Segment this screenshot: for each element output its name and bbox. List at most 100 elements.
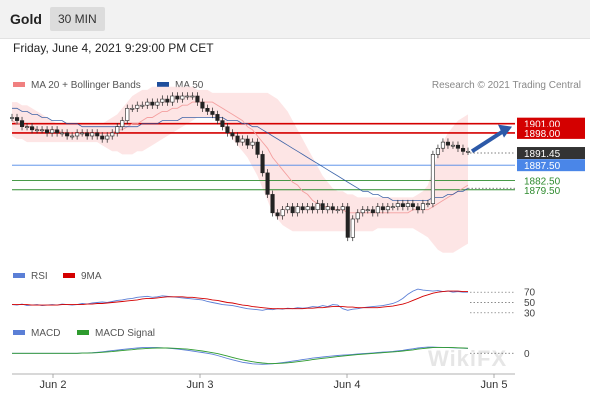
candle-body [110,132,115,137]
legend-swatch-9ma [63,272,75,278]
macd-series-0 [12,346,469,365]
candle-body [365,209,370,211]
legend-label-bollinger: MA 20 + Bollinger Bands [31,80,141,91]
candle-body [100,135,105,140]
candle-body [29,126,35,131]
candle-body [275,212,280,217]
symbol-label: Gold [10,11,42,27]
price-label-box [517,147,585,160]
legend-label-9ma: 9MA [81,271,102,282]
x-axis-label: Jun 4 [334,379,361,391]
price-label-current: 1891.45 [524,149,561,160]
candle-body [50,129,55,134]
candle-body [210,111,215,115]
price-label-box [517,126,585,139]
rsi-series-0 [11,288,468,311]
price-label-resistance: 1901.00 [524,120,561,131]
candle-body [440,141,446,149]
candle-body [10,117,15,119]
candle-body [200,101,205,109]
candle-body [375,206,380,214]
candle-body [340,206,345,211]
candle-body [70,135,75,138]
legend-ma20-bollinger: MA 20 + Bollinger Bands [13,80,141,91]
legend-swatch-macd [13,329,25,335]
candle-body [140,104,145,107]
candle-body [245,138,250,146]
candle-body [320,203,325,211]
candle-body [295,206,300,214]
candle-body [270,194,275,214]
candle-body [240,138,245,143]
legend-swatch-macd-signal [77,329,89,335]
candle-body [235,135,240,143]
candle-body [400,203,405,208]
candle-body [360,209,365,214]
candle-body [220,120,225,127]
candle-body [135,104,140,109]
candle-body [190,95,195,98]
candle-body [75,132,80,137]
candle-body [160,98,165,103]
x-axis: Jun 2 Jun 3 Jun 4 Jun 5 [12,373,515,391]
candle-body [310,206,315,211]
candle-body [130,108,135,110]
rsi-tick-label: 50 [524,298,536,309]
candle-body [445,141,451,146]
candle-body [315,203,320,211]
legend-label-macd: MACD [31,328,61,339]
price-label-resistance: 1898.00 [524,129,561,140]
candle-body [410,203,415,208]
candle-body [34,129,40,132]
projection-arrow-head [498,124,512,138]
candle-body [300,206,305,211]
candle-body [19,120,25,127]
legend-rsi-9ma: 9MA [63,271,102,282]
candle-body [80,132,85,135]
projection-arrow-shaft [470,128,506,154]
macd-series-1 [12,346,469,365]
candle-body [395,203,400,208]
legend-swatch-bollinger [13,81,25,87]
legend-macd: MACD [13,328,60,339]
legend-rsi: RSI [13,271,48,282]
candle-body [430,154,436,204]
timeframe-button[interactable]: 30 MIN [50,7,105,31]
candle-body [380,206,385,211]
candle-body [425,203,431,205]
candle-body [345,206,350,238]
candle-body [150,101,155,106]
price-label-support-green: 1882.50 [524,177,561,188]
candle-body [44,129,50,134]
candle-body [95,132,100,137]
candle-body [230,132,235,137]
candle-body [180,95,185,100]
candle-body [195,95,200,103]
candle-body [390,206,395,208]
candle-body [415,206,421,211]
candle-body [65,132,70,137]
candle-body [255,141,260,155]
price-label-support-green: 1879.50 [524,186,561,197]
chart-datetime: Friday, June 4, 2021 9:29:00 PM CET [13,41,214,55]
candle-body [155,101,160,106]
price-label-support: 1887.50 [524,161,561,172]
price-label-box [517,159,585,172]
candle-body [85,132,90,137]
price-label-box [517,117,585,130]
candle-body [165,98,170,103]
candle-body [90,132,95,137]
candle-body [290,206,295,214]
ma20-line [11,101,469,214]
candle-body [15,117,20,121]
ma50-line [12,107,469,201]
candle-body [265,172,270,195]
candle-body [420,203,426,211]
legend-swatch-rsi [13,272,25,278]
candle-body [335,209,340,211]
candle-body [305,206,310,211]
x-axis-label: Jun 5 [481,379,508,391]
candle-body [170,95,175,103]
